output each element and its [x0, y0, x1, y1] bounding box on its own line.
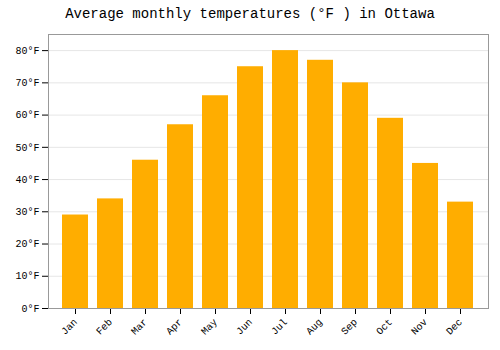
svg-text:50°F: 50°F	[15, 143, 39, 154]
svg-text:May: May	[199, 317, 220, 338]
svg-text:Jul: Jul	[269, 317, 290, 338]
svg-text:10°F: 10°F	[15, 271, 39, 282]
svg-text:60°F: 60°F	[15, 110, 39, 121]
svg-text:20°F: 20°F	[15, 239, 39, 250]
svg-text:30°F: 30°F	[15, 207, 39, 218]
svg-text:Dec: Dec	[444, 317, 465, 338]
svg-text:Feb: Feb	[94, 317, 115, 338]
svg-text:Oct: Oct	[374, 317, 395, 338]
svg-text:Jun: Jun	[234, 317, 255, 338]
svg-text:Nov: Nov	[409, 317, 430, 338]
svg-text:70°F: 70°F	[15, 78, 39, 89]
svg-text:Aug: Aug	[304, 317, 325, 338]
html-text:Average monthly temperatures (: Average monthly temperatures (°F ) in Ot…	[65, 6, 435, 22]
svg-text:80°F: 80°F	[15, 46, 39, 57]
svg-text:Jan: Jan	[59, 317, 80, 338]
svg-text:0°F: 0°F	[21, 304, 39, 315]
svg-text:Mar: Mar	[129, 317, 150, 338]
svg-text:40°F: 40°F	[15, 175, 39, 186]
svg-text:Sep: Sep	[339, 317, 360, 338]
svg-text:Apr: Apr	[164, 317, 185, 338]
